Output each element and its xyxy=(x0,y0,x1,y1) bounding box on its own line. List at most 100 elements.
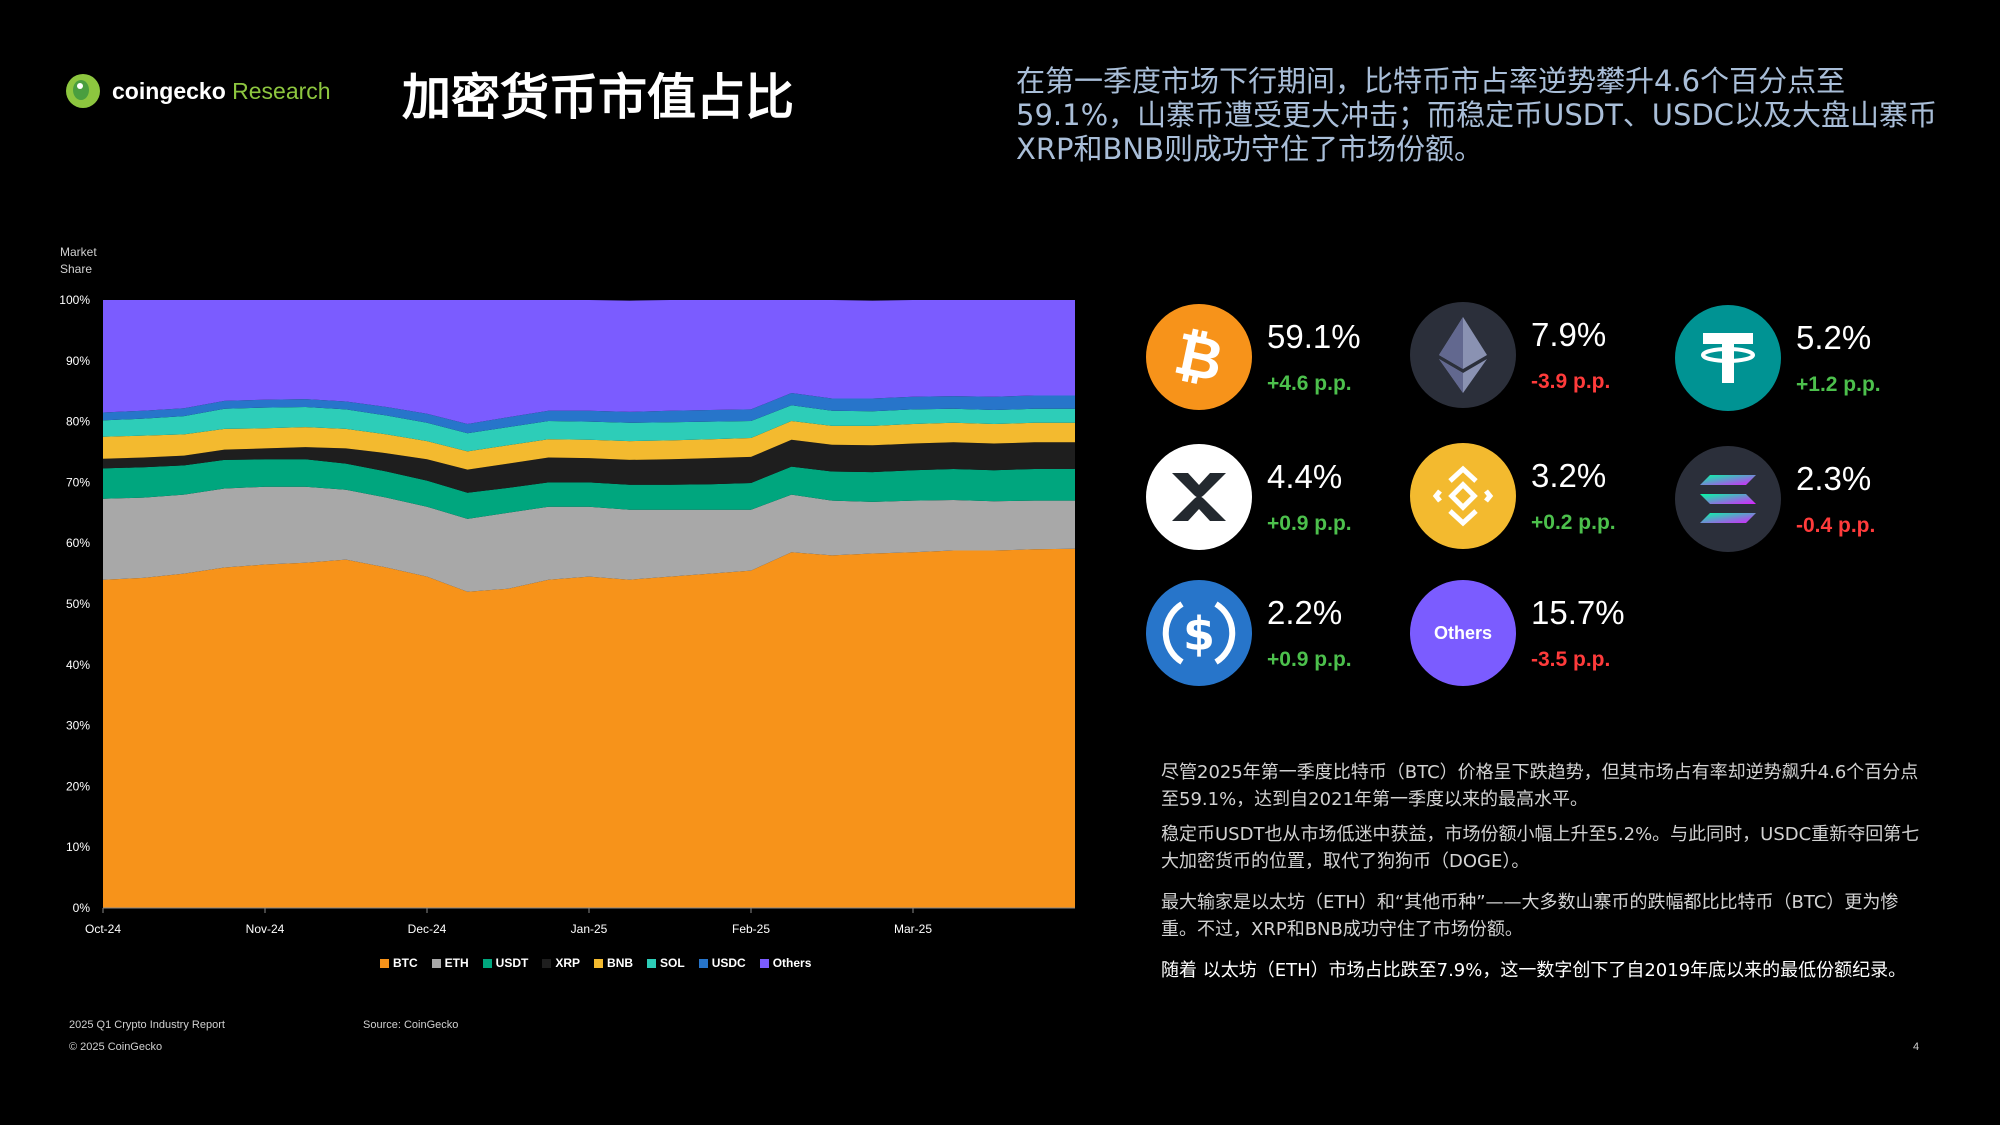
ethereum-icon xyxy=(1410,302,1516,408)
legend-item-usdc: USDC xyxy=(698,956,746,970)
bnb-icon xyxy=(1410,443,1516,549)
y-tick-label: 90% xyxy=(66,354,90,368)
legend-label: USDC xyxy=(711,956,746,970)
market-share-chart: Market Share 0% 10% 20% 30% 40% 50% 60% 70% 80% 90… xyxy=(59,245,1075,936)
legend-item-btc: BTC xyxy=(380,956,418,970)
headline: 在第一季度市场下行期间，比特币市占率逆势攀升4.6个百分点至59.1%，山寨币遭… xyxy=(1016,64,1938,166)
legend-swatch xyxy=(482,958,492,968)
x-tick-label: Oct-24 xyxy=(85,922,121,936)
y-tick-label: 100% xyxy=(59,293,90,307)
coin-share-change: +0.2 p.p. xyxy=(1531,511,1616,534)
y-tick-label: 20% xyxy=(66,779,90,793)
area-xrp xyxy=(103,439,1075,493)
svg-text:$: $ xyxy=(1183,607,1215,661)
y-tick-label: 70% xyxy=(66,475,90,489)
coin-share-change: -3.5 p.p. xyxy=(1531,648,1611,671)
x-tick-label: Mar-25 xyxy=(894,922,932,936)
y-tick-label: 60% xyxy=(66,536,90,550)
coin-stat-usdc: $2.2% +0.9 p.p. xyxy=(1146,580,1382,690)
usdc-icon: $ xyxy=(1146,580,1252,686)
paragraph-usdt: 稳定币USDT也从市场低迷中获益，市场份额小幅上升至5.2%。与此同时，USDC… xyxy=(1161,824,1920,872)
y-tick-label: 80% xyxy=(66,415,90,429)
gecko-icon xyxy=(66,74,100,108)
legend-label: USDT xyxy=(495,956,529,970)
coin-share-change: -0.4 p.p. xyxy=(1796,514,1876,537)
paragraph-losers: 最大输家是以太坊（ETH）和“其他币种”——大多数山寨币的跌幅都比比特币（BTC… xyxy=(1161,892,1899,940)
legend-label: Others xyxy=(772,956,812,970)
solana-icon xyxy=(1675,446,1781,552)
stacked-areas xyxy=(103,300,1075,908)
paragraph-btc: 尽管2025年第一季度比特币（BTC）价格呈下跌趋势，但其市场占有率却逆势飙升4… xyxy=(1161,762,1919,810)
legend-swatch xyxy=(698,958,708,968)
legend-swatch xyxy=(542,958,552,968)
legend-label: XRP xyxy=(555,956,581,970)
brand-name: coingecko Research xyxy=(112,77,331,104)
coin-stat-xrp: 4.4% +0.9 p.p. xyxy=(1146,444,1382,554)
coin-stat-eth: 7.9% -3.9 p.p. xyxy=(1410,302,1646,412)
footer-copyright: © 2025 CoinGecko xyxy=(69,1041,163,1053)
legend-label: ETH xyxy=(444,956,469,970)
coin-share-value: 4.4% xyxy=(1267,458,1343,495)
area-sol xyxy=(103,405,1075,452)
coin-stat-bnb: 3.2% +0.2 p.p. xyxy=(1410,443,1646,553)
legend-label: SOL xyxy=(660,956,685,970)
coin-share-value: 15.7% xyxy=(1531,594,1625,631)
legend-swatch xyxy=(647,958,657,968)
chart-legend: BTC ETH USDT XRP BNB SOL USDC Others xyxy=(380,956,811,970)
coin-share-change: +0.9 p.p. xyxy=(1267,512,1352,535)
x-tick-label: Feb-25 xyxy=(732,922,770,936)
area-bnb xyxy=(103,421,1075,470)
legend-swatch xyxy=(759,958,769,968)
legend-swatch xyxy=(431,958,441,968)
coin-share-value: 7.9% xyxy=(1531,316,1607,353)
y-tick-label: 30% xyxy=(66,719,90,733)
coin-share-change: +0.9 p.p. xyxy=(1267,648,1352,671)
coin-share-change: -3.9 p.p. xyxy=(1531,370,1611,393)
y-axis-label-line: Market xyxy=(60,245,97,259)
coin-stat-usdt: 5.2% +1.2 p.p. xyxy=(1675,305,1911,415)
y-tick-label: 0% xyxy=(73,901,91,915)
page-number: 4 xyxy=(1913,1041,1920,1053)
coin-stat-btc: ₿ 59.1% +4.6 p.p. xyxy=(1146,304,1382,414)
y-axis-label: Market Share xyxy=(60,245,97,276)
legend-item-xrp: XRP xyxy=(542,956,580,970)
svg-text:₿: ₿ xyxy=(1169,322,1229,392)
coin-share-value: 2.2% xyxy=(1267,594,1343,631)
coin-share-change: +4.6 p.p. xyxy=(1267,372,1352,395)
others-icon-label: Others xyxy=(1433,622,1493,643)
area-others xyxy=(103,300,1075,424)
y-axis-ticks: 0% 10% 20% 30% 40% 50% 60% 70% 80% 90% 100% xyxy=(59,293,90,915)
footer-source: Source: CoinGecko xyxy=(363,1019,459,1031)
area-eth xyxy=(103,486,1075,592)
legend-item-others: Others xyxy=(759,956,812,970)
coin-share-value: 2.3% xyxy=(1796,460,1872,497)
bitcoin-icon: ₿ xyxy=(1146,304,1252,410)
legend-item-usdt: USDT xyxy=(482,956,529,970)
legend-swatch xyxy=(380,958,389,968)
coin-stat-others: Others 15.7% -3.5 p.p. xyxy=(1410,580,1646,690)
others-icon: Others xyxy=(1410,580,1516,686)
y-tick-label: 10% xyxy=(66,840,90,854)
area-btc xyxy=(103,548,1075,908)
y-tick-label: 40% xyxy=(66,658,90,672)
coin-stat-sol: 2.3% -0.4 p.p. xyxy=(1675,446,1911,556)
page-title: 加密货币市值占比 xyxy=(402,69,795,126)
x-tick-label: Nov-24 xyxy=(246,922,285,936)
legend-swatch xyxy=(594,958,604,968)
legend-label: BTC xyxy=(393,956,418,970)
legend-label: BNB xyxy=(607,956,634,970)
legend-item-eth: ETH xyxy=(431,956,469,970)
y-tick-label: 50% xyxy=(66,597,90,611)
coin-share-value: 5.2% xyxy=(1796,319,1872,356)
xrp-icon xyxy=(1146,444,1252,550)
paragraph-eth: 随着 以太坊（ETH）市场占比跌至7.9%，这一数字创下了自2019年底以来的最… xyxy=(1161,960,1907,981)
legend-item-sol: SOL xyxy=(647,956,685,970)
area-usdc xyxy=(103,393,1075,434)
coin-share-value: 59.1% xyxy=(1267,318,1361,355)
coin-share-value: 3.2% xyxy=(1531,457,1607,494)
area-usdt xyxy=(103,459,1075,519)
y-axis-label-line: Share xyxy=(60,262,92,276)
x-tick-label: Dec-24 xyxy=(408,922,447,936)
x-axis-ticks: Oct-24 Nov-24 Dec-24 Jan-25 Feb-25 Mar-25 xyxy=(85,907,1075,936)
coin-share-change: +1.2 p.p. xyxy=(1796,373,1881,396)
